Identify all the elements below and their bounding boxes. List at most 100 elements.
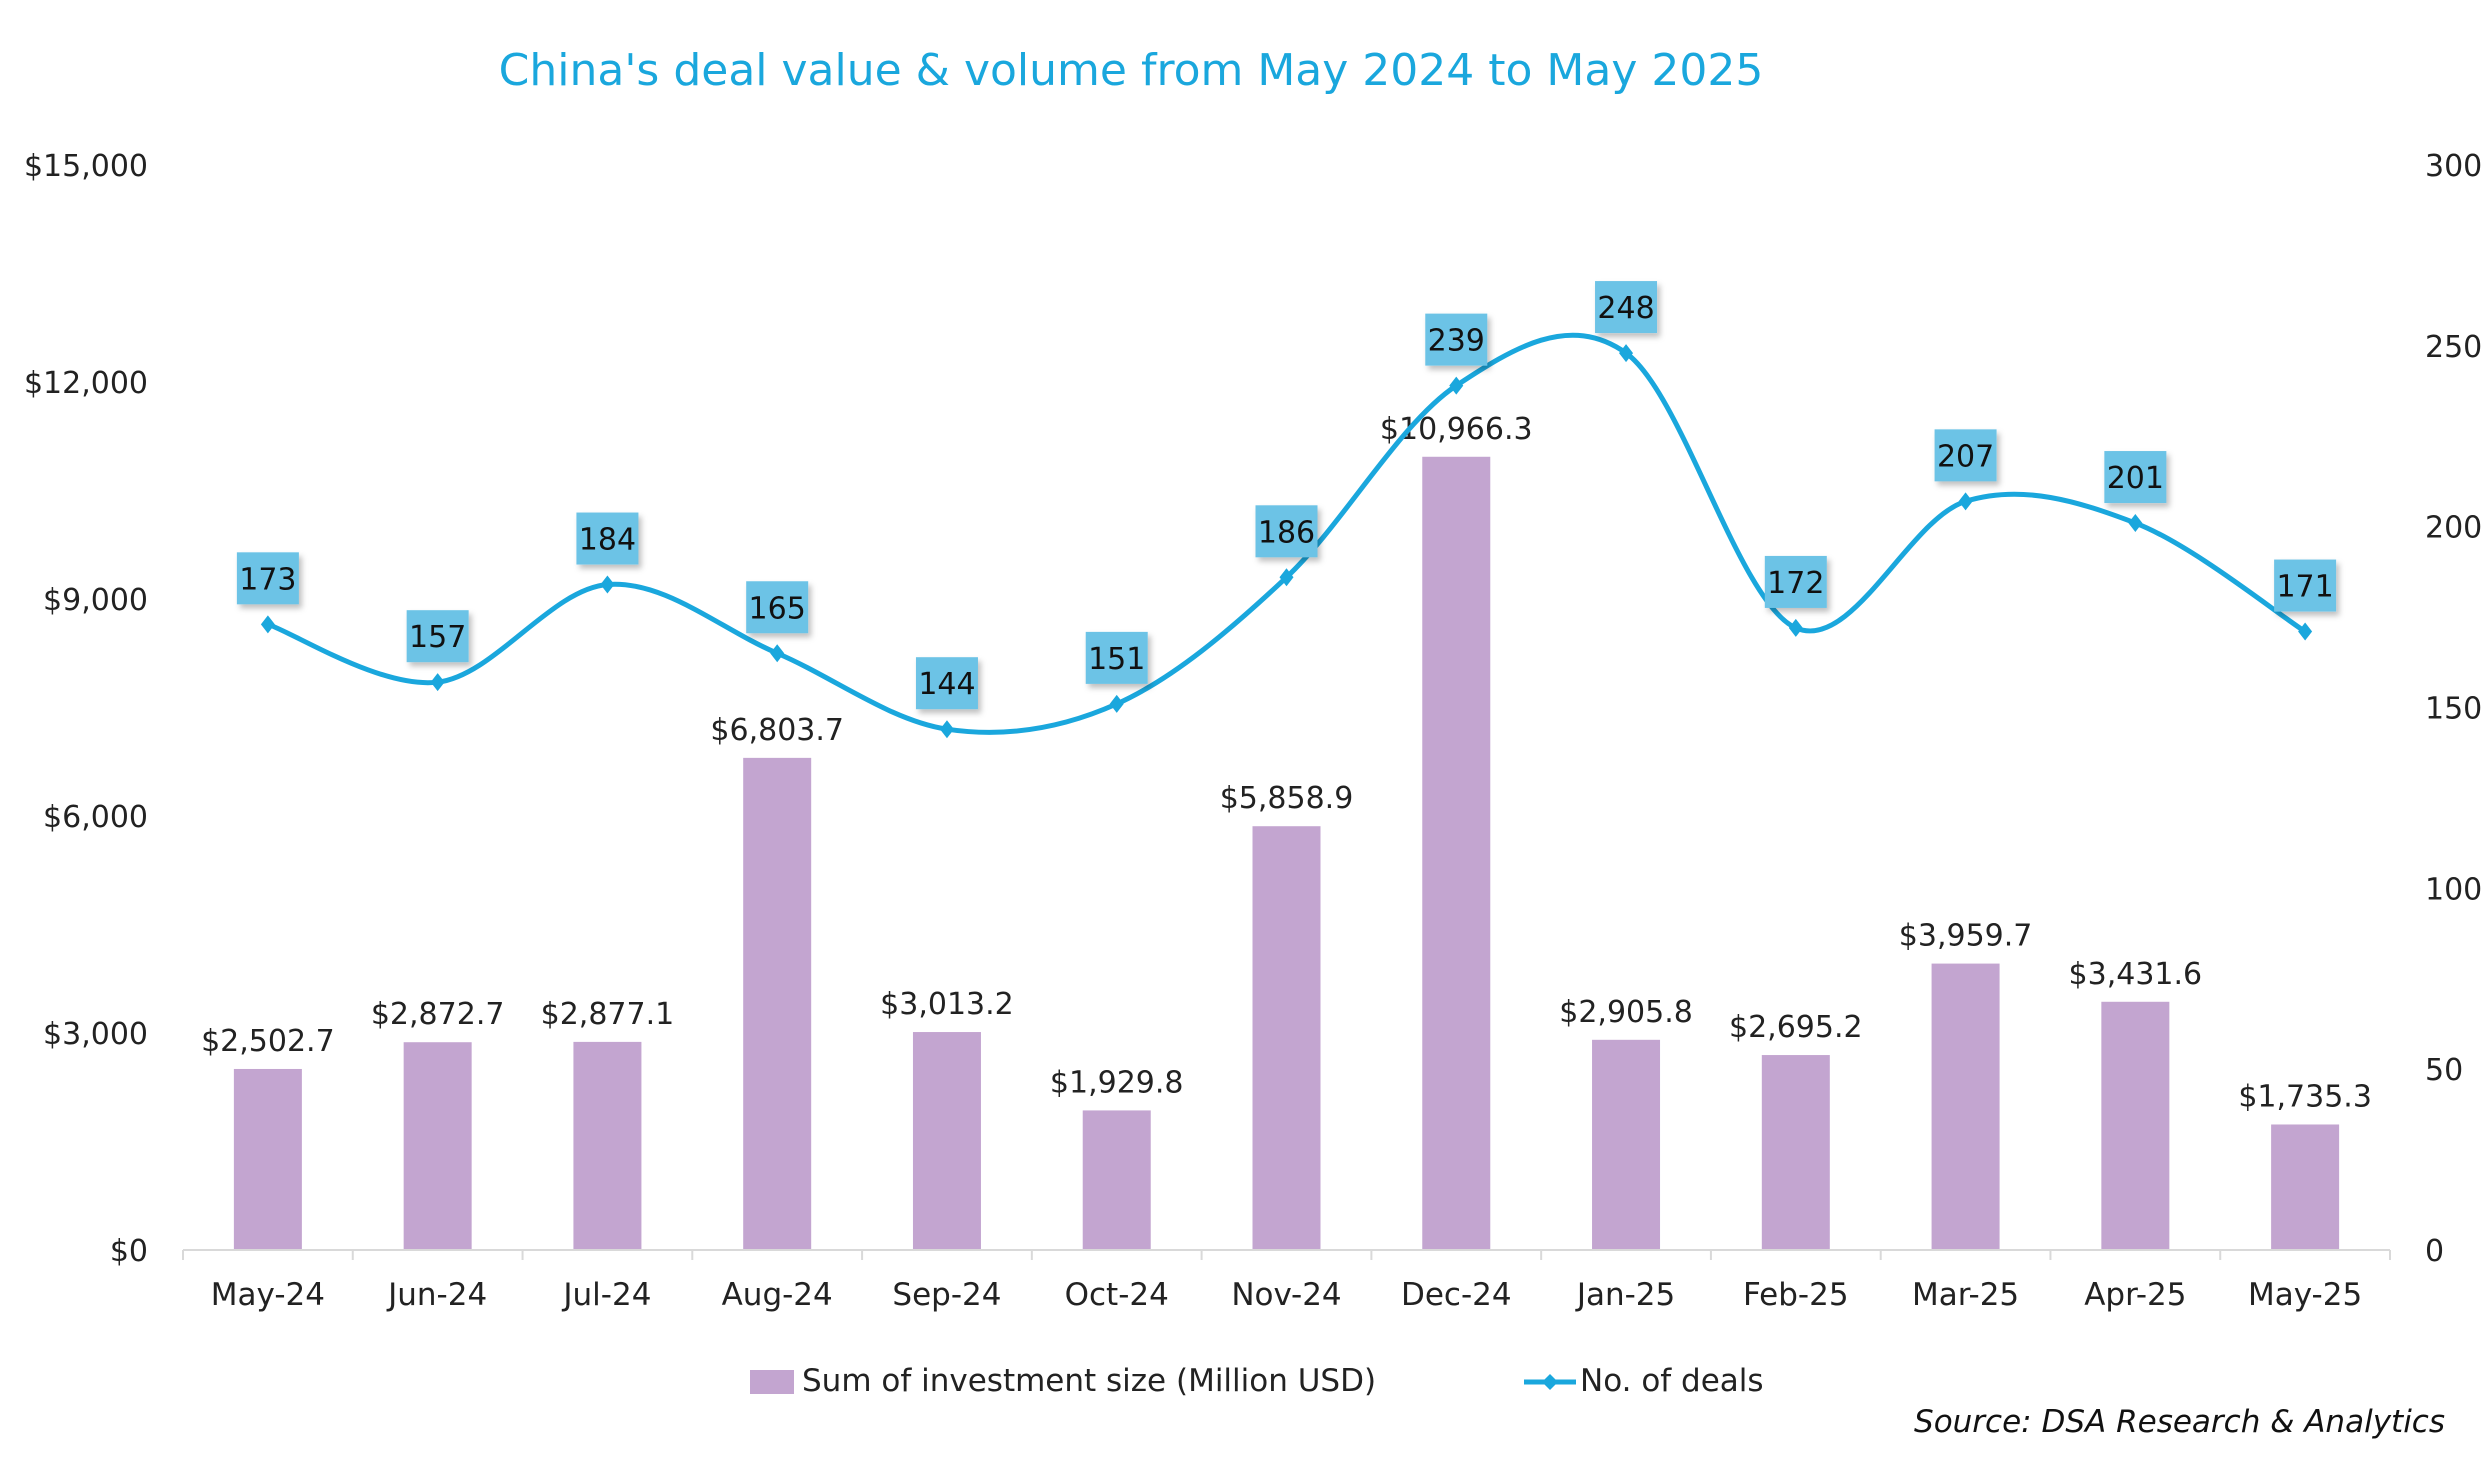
- bar-data-label: $6,803.7: [710, 713, 844, 748]
- bar-data-label: $2,872.7: [371, 997, 505, 1032]
- x-tick-label: Aug-24: [722, 1277, 833, 1313]
- deals-data-label: 165: [749, 591, 806, 626]
- bar: [1252, 826, 1321, 1250]
- x-tick-label: Jul-24: [561, 1277, 651, 1313]
- deals-data-label: 248: [1597, 291, 1654, 326]
- x-tick-label: May-25: [2248, 1277, 2362, 1313]
- y-right-tick-label: 150: [2425, 692, 2482, 727]
- deals-label-box: [576, 512, 639, 565]
- bar: [1082, 1110, 1151, 1250]
- y-left-tick-label: $0: [110, 1234, 148, 1269]
- deals-label-box: [915, 657, 978, 710]
- legend: Sum of investment size (Million USD) No.…: [750, 1363, 1764, 1399]
- x-tick-label: Sep-24: [892, 1277, 1001, 1313]
- deals-label-box: [746, 581, 809, 634]
- y-left-tick-label: $3,000: [43, 1017, 148, 1052]
- y-right-tick-label: 250: [2425, 330, 2482, 365]
- bar-data-label: $5,858.9: [1220, 781, 1354, 816]
- bar-data-label: $2,877.1: [541, 997, 675, 1032]
- legend-label-deals: No. of deals: [1580, 1363, 1764, 1399]
- y-right-tick-label: 300: [2425, 149, 2482, 184]
- deals-label-box: [406, 610, 469, 663]
- deals-marker: [770, 644, 785, 663]
- deals-data-label: 151: [1088, 642, 1145, 677]
- deals-label-box: [1595, 281, 1658, 334]
- deals-marker: [1279, 568, 1294, 587]
- x-tick-label: Mar-25: [1912, 1277, 2019, 1313]
- bar-data-label: $1,735.3: [2238, 1079, 2372, 1114]
- x-axis: May-24 Jun-24 Jul-24 Aug-24 Sep-24 Oct-24 Nov-…: [182, 1249, 2391, 1313]
- deals-marker: [600, 575, 615, 594]
- deals-marker: [260, 615, 275, 634]
- legend-label-investment: Sum of investment size (Million USD): [802, 1363, 1376, 1399]
- bar-data-label: $3,431.6: [2069, 957, 2203, 992]
- bar-data-label: $2,695.2: [1729, 1010, 1863, 1045]
- y-axis-right: 0 50 100 150 200 250 300: [2425, 149, 2482, 1269]
- bar: [573, 1041, 642, 1250]
- bar: [912, 1032, 981, 1250]
- deals-marker: [939, 720, 954, 739]
- bar-data-label: $10,966.3: [1380, 412, 1533, 447]
- deals-label-box: [1425, 313, 1488, 366]
- bar: [233, 1068, 302, 1250]
- bar: [1592, 1039, 1661, 1250]
- x-tick-label: Jan-25: [1575, 1277, 1675, 1313]
- deals-label-box: [2274, 559, 2337, 612]
- bar-series: $2,502.7 $2,872.7 $2,877.1 $6,803.7 $3,013.2…: [201, 412, 2372, 1250]
- bar-data-label: $1,929.8: [1050, 1065, 1184, 1100]
- deals-data-label: 171: [2276, 570, 2333, 605]
- bar: [1422, 456, 1491, 1250]
- y-right-tick-label: 200: [2425, 511, 2482, 546]
- y-left-tick-label: $12,000: [24, 366, 148, 401]
- x-tick-label: Dec-24: [1401, 1277, 1512, 1313]
- deals-data-label: 184: [579, 523, 636, 558]
- deals-marker: [1449, 376, 1464, 395]
- legend-swatch-investment: [750, 1370, 794, 1394]
- deals-data-label: 157: [409, 620, 466, 655]
- chart-title: China's deal value & volume from May 202…: [499, 45, 1764, 96]
- deals-label-box: [1764, 555, 1827, 608]
- bar: [743, 757, 812, 1250]
- deals-marker: [1109, 694, 1124, 713]
- bar-data-label: $2,905.8: [1559, 995, 1693, 1030]
- source-note: Source: DSA Research & Analytics: [1914, 1404, 2445, 1440]
- bar-data-label: $2,502.7: [201, 1024, 335, 1059]
- bar: [1761, 1055, 1830, 1250]
- deals-data-label: 172: [1767, 566, 1824, 601]
- x-tick-label: Nov-24: [1231, 1277, 1341, 1313]
- deals-label-box: [2104, 451, 2167, 504]
- y-left-tick-label: $9,000: [43, 583, 148, 618]
- deals-label-box: [236, 552, 299, 605]
- x-tick-label: Jun-24: [386, 1277, 487, 1313]
- bar: [2271, 1124, 2340, 1250]
- bar-data-label: $3,013.2: [880, 987, 1014, 1022]
- y-right-tick-label: 100: [2425, 872, 2482, 907]
- deals-label-box: [1934, 429, 1997, 482]
- bar: [403, 1042, 472, 1250]
- deals-data-label: 207: [1937, 439, 1994, 474]
- deals-data-label: 201: [2107, 461, 2164, 496]
- x-tick-label: Apr-25: [2084, 1277, 2186, 1313]
- deals-data-label: 186: [1258, 515, 1315, 550]
- y-left-tick-label: $15,000: [24, 149, 148, 184]
- y-axis-left: $0 $3,000 $6,000 $9,000 $12,000 $15,000: [24, 149, 148, 1269]
- deals-label-box: [1085, 631, 1148, 684]
- deals-marker: [2128, 514, 2143, 533]
- x-tick-label: Feb-25: [1743, 1277, 1849, 1313]
- deals-marker: [1788, 618, 1803, 637]
- line-series: 173 157 184 165 144 151 186 239 248 172 207 201 171: [236, 281, 2337, 739]
- deals-marker: [430, 673, 445, 692]
- x-tick-label: May-24: [211, 1277, 325, 1313]
- deals-data-label: 173: [239, 562, 296, 597]
- deals-marker: [1619, 344, 1634, 363]
- bar-data-label: $3,959.7: [1899, 919, 2033, 954]
- bar: [2101, 1001, 2170, 1250]
- deals-marker: [1958, 492, 1973, 511]
- y-right-tick-label: 0: [2425, 1234, 2444, 1269]
- bar: [1931, 963, 2000, 1250]
- legend-diamond-icon: [1542, 1374, 1558, 1390]
- deals-marker: [2298, 622, 2313, 641]
- y-left-tick-label: $6,000: [43, 800, 148, 835]
- deals-data-label: 239: [1428, 324, 1485, 359]
